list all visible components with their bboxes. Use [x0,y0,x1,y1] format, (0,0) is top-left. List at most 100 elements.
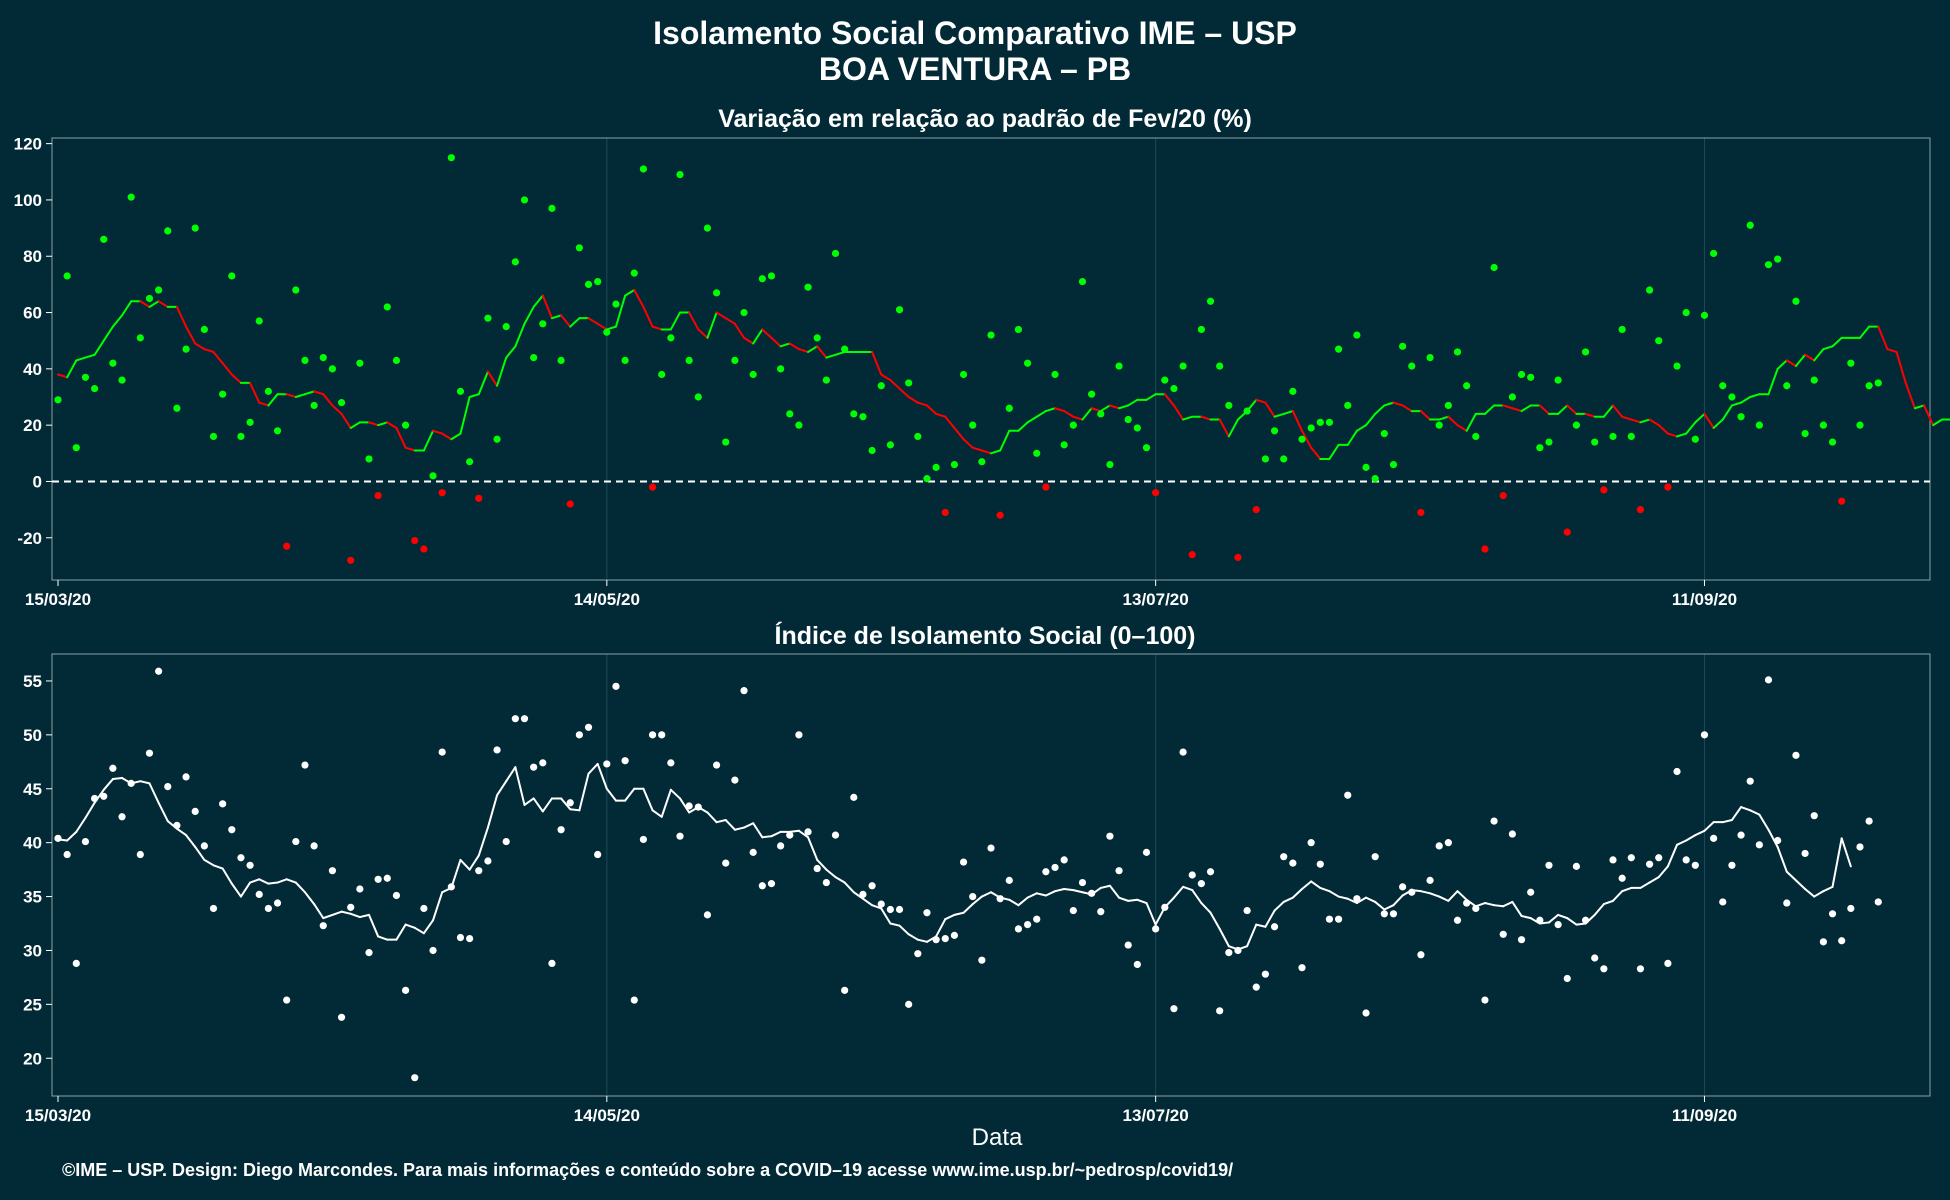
panel1-daily-point [264,387,272,395]
panel1-daily-point [1142,444,1151,452]
panel1-avg-segment [1877,325,1889,351]
panel2-daily-point [859,890,867,899]
panel1-daily-point [1828,438,1837,446]
panel2-daily-point [1289,859,1297,867]
panel2-daily-point [1069,906,1077,915]
panel1-daily-point [1508,393,1516,401]
panel1-daily-point [703,224,712,232]
panel1-avg-segment [971,446,983,452]
panel2-daily-point [1298,964,1306,972]
panel2-daily-point [520,715,529,723]
panel2-avg-segment [843,881,855,894]
panel2-daily-point [1581,916,1590,924]
panel1-daily-point [1362,463,1370,471]
panel1-avg-segment [743,336,755,345]
panel2-title: Índice de Isolamento Social (0–100) [775,621,1196,650]
panel1-avg-segment [1090,407,1102,413]
panel2-daily-point [255,890,263,899]
panel2-daily-point [1014,925,1023,933]
panel1-avg-segment [825,353,837,359]
panel2-daily-point [1819,938,1827,946]
panel1-avg-segment [1721,404,1733,421]
panel1-avg-segment [1099,404,1111,413]
panel1-avg-segment [925,404,938,415]
panel1-avg-segment [797,348,810,353]
panel1-daily-point [978,458,986,466]
panel1-daily-point [1261,455,1270,463]
panel2-daily-point [1865,817,1873,825]
panel1-daily-point [1088,390,1096,398]
panel1-avg-segment [102,325,114,342]
panel1-ytick-label-2: 20 [23,416,42,435]
panel2-daily-point [950,931,959,939]
panel1-daily-point [374,491,382,500]
panel2-avg-segment [907,933,919,941]
panel1-daily-point [1426,353,1434,362]
panel2-avg-segment [1255,923,1267,928]
panel2-avg-segment [1191,889,1203,905]
panel2-avg-segment [1264,909,1276,928]
panel1-daily-point [813,334,821,342]
panel1-daily-point [804,283,812,291]
panel2-daily-point [429,946,437,955]
panel2-avg-segment [944,913,956,921]
panel2-daily-point [1563,974,1571,983]
panel2-avg-segment [1456,890,1468,901]
panel1-daily-point [530,353,538,362]
panel1-daily-point [1719,382,1727,390]
panel2-avg-segment [1502,900,1514,908]
panel1-avg-segment [944,415,956,429]
panel2-avg-segment [212,864,224,870]
panel1-avg-segment [761,328,773,339]
panel1-avg-segment [1054,407,1066,413]
panel1-daily-point [603,328,611,336]
panel1-avg-segment [1740,396,1752,404]
panel2-avg-segment [1776,845,1788,873]
panel1-avg-segment [1365,412,1377,427]
panel1-avg-segment [1310,446,1322,460]
panel1-daily-point [310,401,318,410]
panel2-avg-segment [194,845,206,861]
panel1-daily-point [1527,373,1535,381]
panel2-avg-segment [258,878,270,885]
panel2-avg-segment [230,882,242,898]
panel1-avg-segment [322,393,334,407]
panel2-avg-segment [1703,821,1715,832]
panel1-avg-segment [1035,410,1047,418]
panel2-avg-segment [496,780,508,797]
panel2-avg-segment [358,913,370,919]
panel1-avg-segment [1749,393,1761,399]
panel2-daily-point [722,859,730,867]
panel2-daily-point [1508,830,1516,838]
panel1-daily-point [877,382,885,390]
panel1-avg-segment [1813,348,1825,362]
panel2-daily-point [886,905,894,914]
panel1-avg-segment [349,421,361,429]
panel1-avg-segment [1291,410,1303,432]
panel1-avg-segment [935,412,947,418]
panel2-avg-segment [1639,881,1651,889]
panel1-avg-segment [1392,401,1404,407]
panel1-daily-point [1069,421,1077,429]
panel2-daily-point [923,909,931,917]
panel2-daily-point [804,828,812,836]
panel2-avg-segment [468,854,480,871]
panel2-daily-point [1728,861,1736,869]
panel2-daily-point [63,850,71,859]
panel1-daily-point [511,258,519,266]
panel2-daily-point [530,763,538,771]
panel1-avg-segment [1282,410,1294,415]
panel2-daily-point [1362,1009,1370,1017]
panel2-daily-point [978,956,986,964]
panel1-daily-point [127,193,135,201]
panel1-avg-segment [303,390,316,396]
panel2-daily-point [1481,996,1489,1004]
panel1-avg-segment [1584,412,1596,418]
panel2-avg-segment [368,913,380,938]
panel2-avg-segment [1648,876,1660,884]
panel2-avg-segment [1172,885,1185,899]
panel1-avg-segment [57,373,69,379]
panel1-avg-segment [1932,418,1944,427]
panel2-avg-segment [1447,890,1459,902]
panel1-daily-point [1005,404,1013,412]
